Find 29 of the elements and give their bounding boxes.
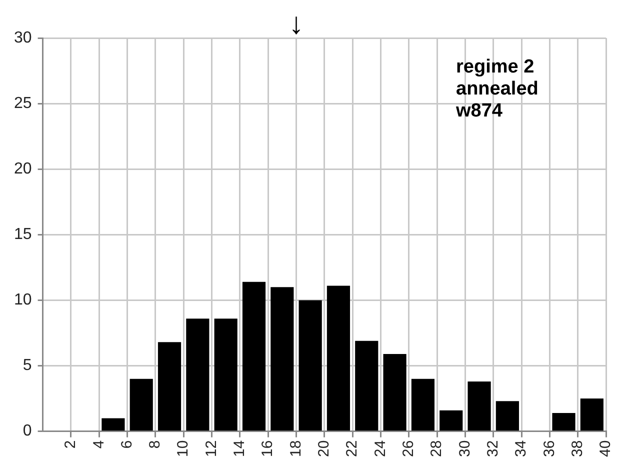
x-tick-label: 36	[540, 440, 558, 458]
x-tick-label: 30	[456, 440, 474, 458]
x-tick-label: 20	[316, 440, 333, 458]
x-tick-label: 18	[287, 440, 304, 458]
y-tick-label: 10	[14, 292, 32, 309]
x-tick-label: 28	[428, 440, 446, 458]
y-tick-label: 15	[14, 226, 32, 244]
x-tick-label: 22	[344, 440, 361, 458]
x-tick-label: 8	[146, 440, 164, 449]
y-tick-label: 5	[22, 357, 32, 374]
y-tick-label: 30	[14, 29, 32, 46]
y-tick-label: 25	[14, 94, 32, 112]
annotation: regime 2 annealed w874	[455, 56, 538, 122]
x-tick-label: 40	[597, 440, 614, 458]
x-tick-label: 34	[512, 440, 530, 458]
y-tick-label: 20	[14, 160, 32, 178]
x-tick-label: 32	[484, 440, 502, 458]
x-tick-label: 10	[174, 440, 192, 458]
x-tick-label: 16	[259, 440, 276, 458]
x-tick-label: 14	[231, 440, 248, 458]
y-tick-label: 0	[22, 422, 32, 440]
x-tick-label: 38	[568, 440, 586, 458]
x-tick-label: 2	[62, 440, 80, 449]
annotation: ↓	[288, 7, 304, 40]
x-tick-label: 12	[202, 440, 220, 458]
x-tick-label: 4	[90, 440, 108, 449]
x-tick-label: 26	[400, 440, 418, 458]
x-tick-label: 24	[372, 440, 389, 458]
x-tick-label: 6	[118, 440, 136, 449]
